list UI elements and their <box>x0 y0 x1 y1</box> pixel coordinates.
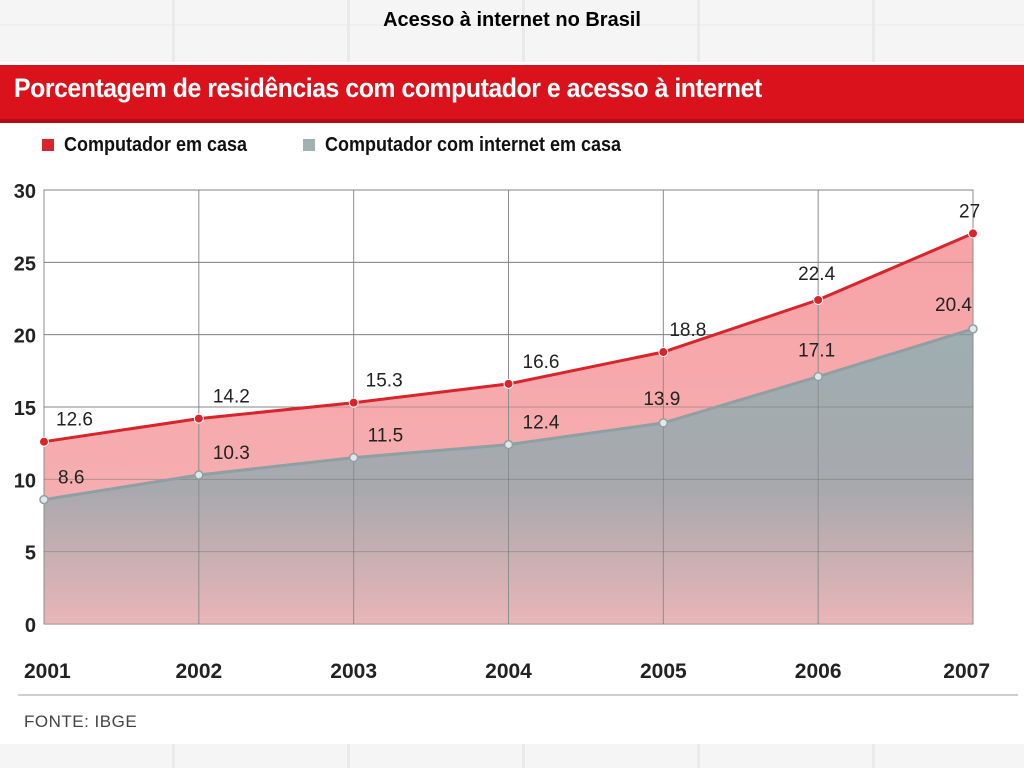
data-label-computador-com-internet: 20.4 <box>935 295 972 316</box>
point-computador-com-internet <box>813 371 823 382</box>
point-computador-em-casa <box>503 378 514 389</box>
y-tick-label: 15 <box>14 398 36 420</box>
chart-title: Porcentagem de residências com computado… <box>14 73 762 103</box>
data-label-computador-em-casa: 15.3 <box>366 371 403 392</box>
point-computador-em-casa <box>193 413 204 424</box>
point-computador-com-internet <box>658 418 669 428</box>
point-computador-com-internet <box>194 470 204 480</box>
data-label-computador-em-casa: 12.6 <box>56 410 93 431</box>
point-computador-em-casa <box>813 294 824 305</box>
data-label-computador-com-internet: 11.5 <box>368 426 404 447</box>
data-label-computador-em-casa: 14.2 <box>213 387 250 408</box>
point-computador-em-casa <box>39 436 49 447</box>
x-tick-label: 2004 <box>485 660 532 683</box>
slide-title: Acesso à internet no Brasil <box>383 9 641 31</box>
y-tick-label: 0 <box>25 615 36 637</box>
legend-item-computador: Computador em casa <box>42 134 267 157</box>
point-computador-com-internet <box>503 439 514 450</box>
chart-legend: Computador em casa Computador com intern… <box>42 132 690 158</box>
source-note: FONTE: IBGE <box>24 712 138 731</box>
data-label-computador-em-casa: 27 <box>959 201 980 222</box>
data-label-computador-em-casa: 22.4 <box>798 264 835 285</box>
y-tick-label: 30 <box>14 181 36 203</box>
data-label-computador-com-internet: 8.6 <box>58 468 84 489</box>
data-label-computador-com-internet: 12.4 <box>523 413 560 434</box>
point-computador-com-internet <box>39 494 49 505</box>
data-label-computador-com-internet: 10.3 <box>213 443 250 464</box>
legend-item-internet: Computador com internet em casa <box>303 134 654 157</box>
x-tick-label: 2005 <box>640 660 687 683</box>
legend-swatch-computador <box>42 139 54 151</box>
point-computador-em-casa <box>658 347 669 358</box>
point-computador-em-casa <box>968 228 978 239</box>
data-label-computador-com-internet: 13.9 <box>643 389 680 410</box>
y-tick-label: 20 <box>14 326 36 348</box>
x-tick-label: 2007 <box>943 660 990 683</box>
x-tick-label: 2006 <box>795 660 842 683</box>
legend-swatch-internet <box>303 139 316 151</box>
legend-label-internet: Computador com internet em casa <box>325 133 622 156</box>
x-tick-label: 2002 <box>175 660 222 683</box>
y-tick-label: 25 <box>14 253 36 275</box>
point-computador-em-casa <box>348 397 359 408</box>
footer-divider <box>18 694 1018 696</box>
area-chart: 12.6 14.2 15.3 16.6 18.8 22.4 27 8.6 10.3 11.5 12.… <box>14 181 990 683</box>
area-computador-em-casa <box>44 233 973 500</box>
point-computador-com-internet <box>968 324 978 334</box>
y-tick-label: 5 <box>25 543 36 565</box>
x-tick-label: 2003 <box>330 660 377 683</box>
x-tick-label: 2001 <box>24 660 71 683</box>
chart-banner: Porcentagem de residências com computado… <box>0 65 1024 123</box>
point-computador-com-internet <box>348 452 359 463</box>
legend-label-computador: Computador em casa <box>64 133 248 156</box>
data-label-computador-com-internet: 17.1 <box>798 341 835 362</box>
data-label-computador-em-casa: 16.6 <box>523 352 560 373</box>
y-tick-label: 10 <box>14 470 36 492</box>
chart-card: Porcentagem de residências com computado… <box>0 62 1024 744</box>
data-label-computador-em-casa: 18.8 <box>669 320 706 341</box>
